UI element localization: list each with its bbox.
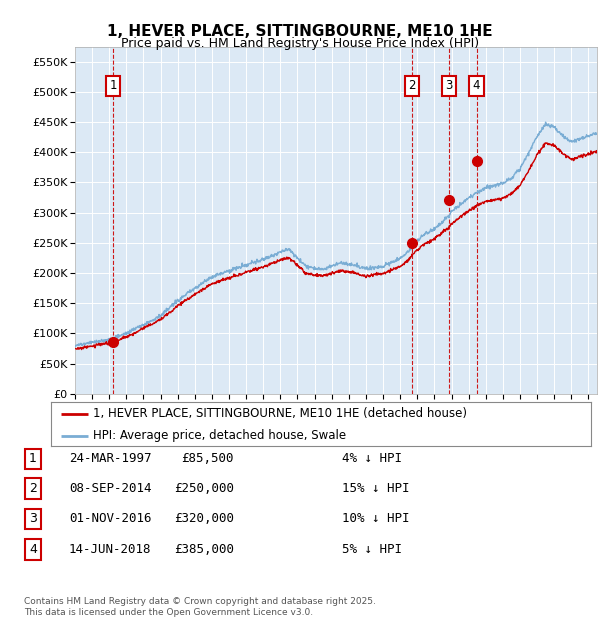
Text: 4: 4 xyxy=(473,79,480,92)
Text: HPI: Average price, detached house, Swale: HPI: Average price, detached house, Swal… xyxy=(93,429,346,442)
Text: 1, HEVER PLACE, SITTINGBOURNE, ME10 1HE (detached house): 1, HEVER PLACE, SITTINGBOURNE, ME10 1HE … xyxy=(93,407,467,420)
Text: 1: 1 xyxy=(109,79,117,92)
Text: 5% ↓ HPI: 5% ↓ HPI xyxy=(342,543,402,556)
Text: £320,000: £320,000 xyxy=(174,513,234,525)
Text: Contains HM Land Registry data © Crown copyright and database right 2025.
This d: Contains HM Land Registry data © Crown c… xyxy=(24,598,376,617)
Text: 01-NOV-2016: 01-NOV-2016 xyxy=(69,513,151,525)
Text: 14-JUN-2018: 14-JUN-2018 xyxy=(69,543,151,556)
Text: £385,000: £385,000 xyxy=(174,543,234,556)
Text: £85,500: £85,500 xyxy=(182,453,234,465)
Text: £250,000: £250,000 xyxy=(174,482,234,495)
Text: Price paid vs. HM Land Registry's House Price Index (HPI): Price paid vs. HM Land Registry's House … xyxy=(121,37,479,50)
Text: 1, HEVER PLACE, SITTINGBOURNE, ME10 1HE: 1, HEVER PLACE, SITTINGBOURNE, ME10 1HE xyxy=(107,24,493,38)
Text: 24-MAR-1997: 24-MAR-1997 xyxy=(69,453,151,465)
Text: 4% ↓ HPI: 4% ↓ HPI xyxy=(342,453,402,465)
Text: 2: 2 xyxy=(29,482,37,495)
Text: 2: 2 xyxy=(408,79,416,92)
Text: 3: 3 xyxy=(445,79,452,92)
Text: 3: 3 xyxy=(29,513,37,525)
Text: 15% ↓ HPI: 15% ↓ HPI xyxy=(342,482,409,495)
Text: 10% ↓ HPI: 10% ↓ HPI xyxy=(342,513,409,525)
Text: 4: 4 xyxy=(29,543,37,556)
Text: 08-SEP-2014: 08-SEP-2014 xyxy=(69,482,151,495)
Text: 1: 1 xyxy=(29,453,37,465)
